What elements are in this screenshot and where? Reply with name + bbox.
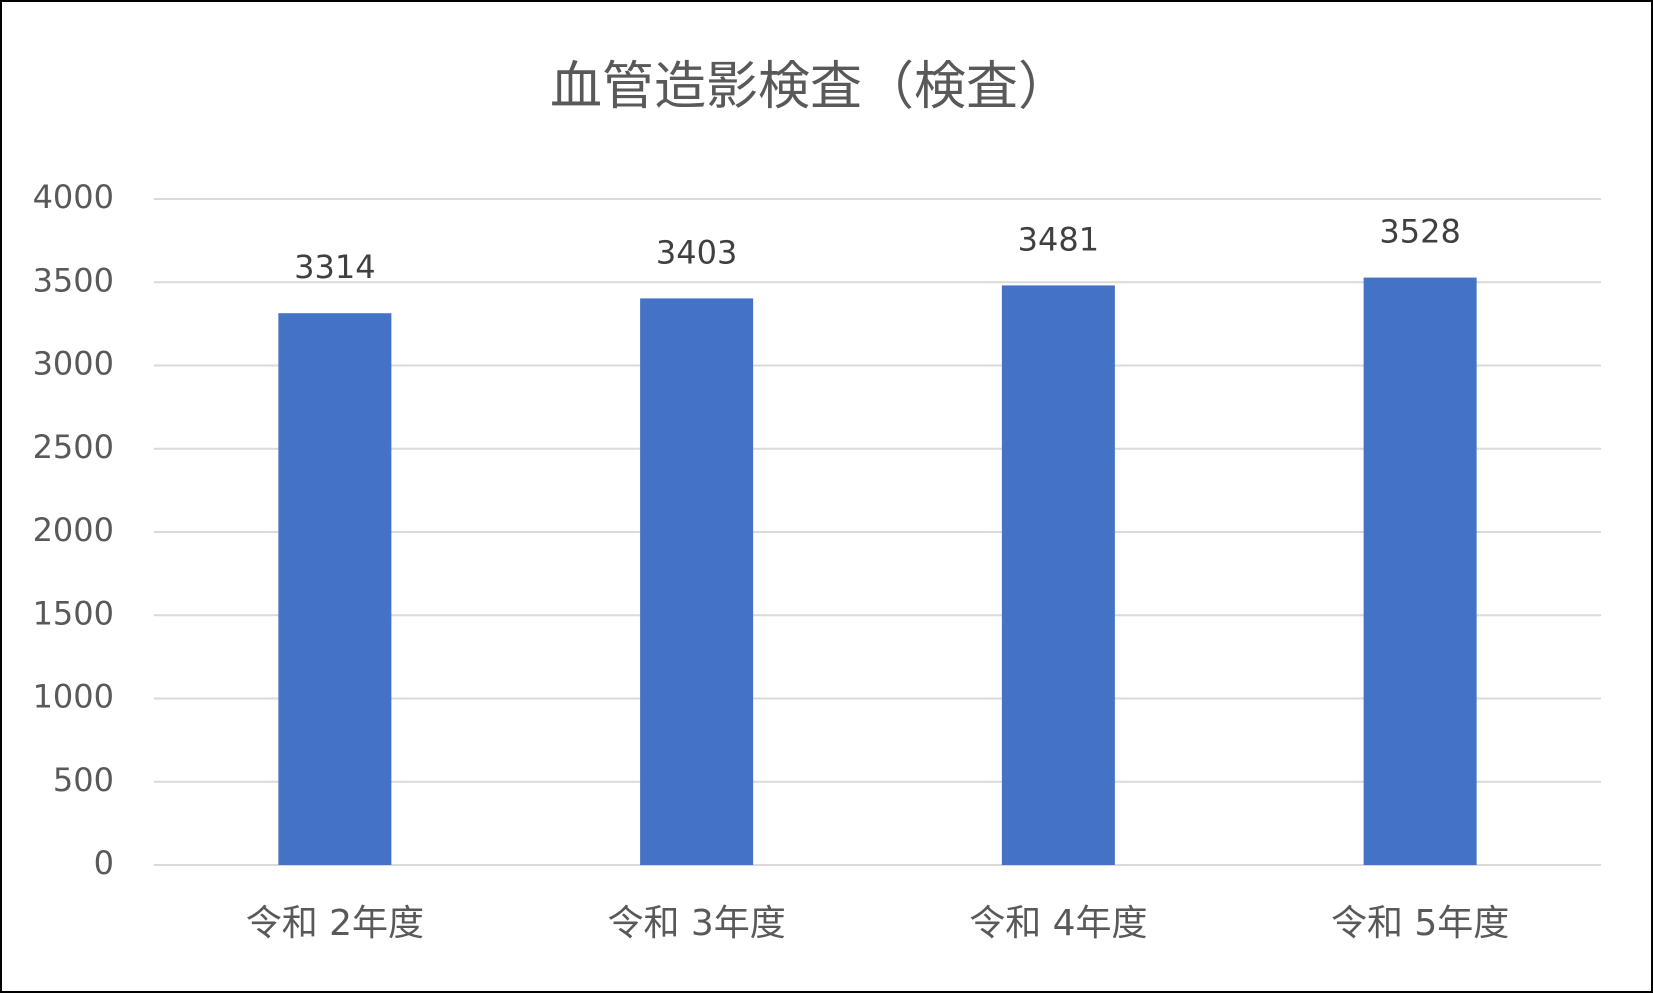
y-tick-label: 3000	[33, 345, 114, 383]
bar	[1001, 285, 1115, 865]
data-label: 3314	[294, 248, 375, 286]
y-tick-label: 500	[53, 761, 114, 799]
y-tick-label: 2500	[33, 428, 114, 466]
chart-title: 血管造影検査（検査）	[550, 57, 1070, 117]
x-tick-label: 令和 2年度	[246, 903, 424, 944]
bar	[278, 313, 392, 865]
data-label: 3528	[1379, 213, 1460, 251]
bar	[1363, 277, 1477, 865]
data-label: 3481	[1018, 220, 1099, 258]
y-tick-label: 3500	[33, 261, 114, 299]
y-tick-label: 2000	[33, 511, 114, 549]
x-tick-label: 令和 5年度	[1331, 903, 1509, 944]
data-label: 3403	[656, 233, 737, 271]
y-tick-label: 4000	[33, 178, 114, 216]
y-tick-label: 1000	[33, 678, 114, 716]
y-tick-label: 0	[94, 844, 114, 882]
bar	[640, 298, 754, 865]
x-tick-label: 令和 4年度	[969, 903, 1147, 944]
x-tick-label: 令和 3年度	[607, 903, 785, 944]
y-tick-label: 1500	[33, 594, 114, 632]
